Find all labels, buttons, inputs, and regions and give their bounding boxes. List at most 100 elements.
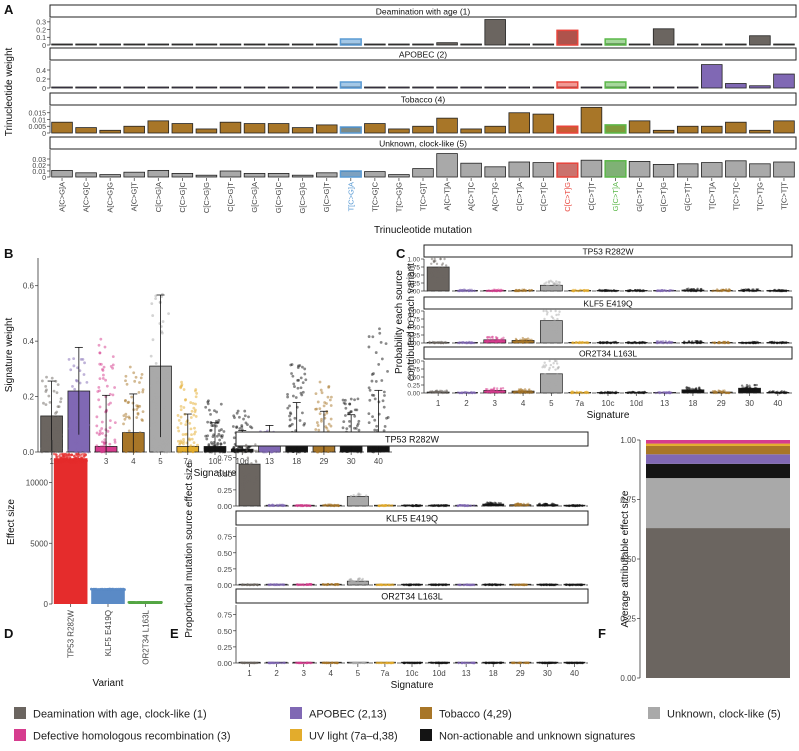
point (408, 504, 411, 507)
point (668, 391, 672, 395)
y-tick-label: 1.00 (620, 436, 636, 445)
point (636, 288, 639, 292)
point (325, 411, 329, 415)
point (189, 416, 193, 419)
y-tick-label: 0.2 (36, 27, 46, 34)
y-tick-label: 0.75 (217, 533, 232, 542)
point (542, 583, 546, 587)
point (83, 452, 86, 456)
x-tick-label: TP53 R282W (67, 610, 76, 658)
point (500, 337, 504, 341)
point (578, 504, 581, 508)
legend-swatch (14, 707, 26, 719)
y-tick-label: 1.00 (407, 257, 420, 264)
panel-f-attributable-effect: F 0.00 0.25 0.50 0.75 1.00 Average attributabl… (598, 436, 790, 683)
point (221, 450, 225, 454)
point (774, 289, 777, 293)
point (101, 377, 105, 380)
point (124, 412, 128, 416)
stack-segment (646, 463, 790, 479)
point (81, 443, 85, 447)
point (497, 339, 500, 342)
point (606, 390, 609, 394)
x-axis-title: Signature (391, 680, 434, 691)
point (390, 504, 393, 507)
point (329, 417, 333, 421)
bar (91, 589, 125, 604)
point (306, 504, 310, 507)
point (324, 503, 327, 507)
bar (749, 163, 771, 178)
point (240, 661, 243, 664)
bar (508, 161, 531, 178)
x-tick-label: T[C>G]T (419, 182, 428, 211)
x-tick-label: 29 (717, 399, 726, 408)
point (575, 661, 578, 665)
point (756, 341, 760, 344)
point (314, 428, 318, 431)
point (73, 401, 77, 405)
point (665, 289, 668, 293)
point (100, 427, 104, 430)
bar (773, 43, 795, 46)
point (570, 504, 574, 507)
point (300, 393, 304, 397)
point (276, 661, 279, 665)
point (167, 443, 171, 447)
bar (460, 86, 482, 89)
point (48, 437, 52, 441)
point (470, 661, 474, 664)
x-tick-label: G[C>T]G (659, 182, 668, 212)
point (368, 388, 372, 392)
point (685, 287, 689, 291)
facet-label: Tobacco (4) (401, 95, 446, 105)
point (574, 504, 577, 507)
point (320, 450, 323, 454)
point (326, 395, 330, 399)
x-tick-label: A[C>T]G (491, 182, 500, 212)
bar (219, 43, 242, 46)
point (76, 366, 80, 370)
point (411, 504, 414, 508)
point (515, 338, 518, 342)
point (334, 504, 337, 507)
point (160, 439, 164, 442)
point (554, 309, 557, 313)
point (53, 445, 57, 448)
point (213, 409, 216, 413)
point (57, 442, 60, 446)
point (496, 583, 499, 587)
point (290, 363, 294, 366)
point (301, 390, 305, 394)
point (602, 289, 605, 292)
point (129, 433, 133, 437)
point (214, 424, 218, 428)
x-tick-label: 1 (436, 399, 441, 408)
point (252, 583, 256, 587)
point (55, 419, 59, 422)
point (489, 390, 492, 393)
point (232, 449, 236, 453)
bar (75, 172, 97, 178)
point (520, 504, 524, 507)
facet-e-2: OR2T34 L163L 0.00 0.25 0.50 0.75 (217, 588, 589, 668)
point (47, 426, 50, 430)
point (634, 289, 637, 293)
bar (123, 125, 145, 134)
point (182, 406, 186, 409)
y-tick-label: 0.50 (407, 375, 420, 382)
point (721, 288, 725, 292)
point (551, 323, 555, 326)
point (126, 441, 130, 444)
point (748, 289, 751, 292)
point (269, 450, 273, 454)
point (238, 415, 241, 419)
point (123, 399, 127, 403)
point (669, 289, 672, 292)
point (177, 450, 181, 454)
point (130, 395, 134, 399)
point (464, 289, 467, 292)
point (515, 340, 518, 344)
point (380, 379, 384, 382)
